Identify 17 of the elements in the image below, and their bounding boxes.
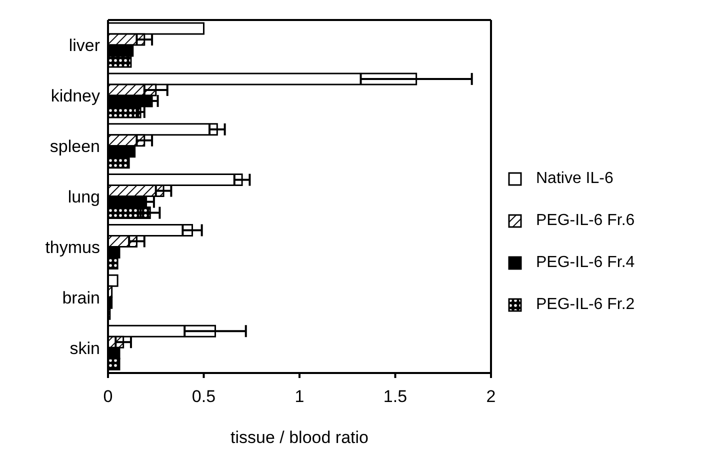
x-tick-label: 0.5: [192, 387, 216, 406]
y-tick-label: brain: [62, 288, 100, 308]
legend-label: PEG-IL-6 Fr.4: [536, 254, 635, 272]
y-tick-label: spleen: [50, 137, 100, 156]
x-tick-label: 1: [294, 387, 304, 406]
y-tick-label: liver: [68, 36, 100, 56]
y-tick-label: skin: [70, 338, 100, 358]
x-tick-label: 1.5: [383, 387, 408, 406]
text: PEG-IL-6 Fr.6: [536, 212, 635, 230]
y-tick-label: thymus: [45, 238, 100, 257]
x-axis-title: tissue / blood ratio: [230, 428, 368, 447]
text: PEG-IL-6 Fr.2: [536, 296, 635, 314]
y-tick-label: kidney: [50, 86, 100, 106]
x-tick-label: 0: [103, 387, 113, 406]
x-tick-label: 2: [486, 387, 496, 406]
y-tick-label: lung: [68, 188, 100, 207]
legend-label: Native IL-6: [536, 170, 614, 188]
